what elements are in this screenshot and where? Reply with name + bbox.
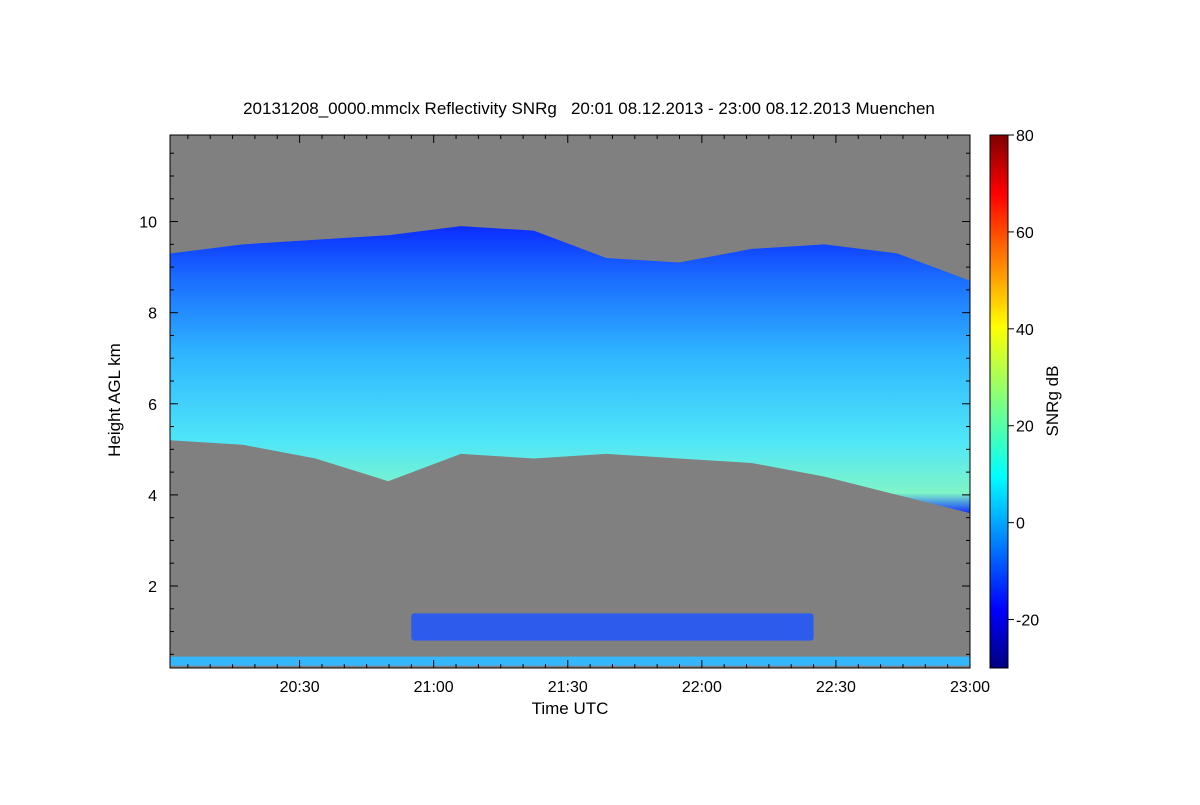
y-tick-label: 10: [139, 215, 157, 232]
x-tick-label: 22:00: [682, 679, 722, 696]
low-feature: [411, 613, 814, 641]
y-tick-label: 4: [148, 488, 157, 505]
colorbar-tick-label: -20: [1016, 613, 1039, 630]
colorbar-tick-label: 0: [1016, 516, 1025, 533]
colorbar-tick-label: 60: [1016, 225, 1034, 242]
colorbar-tick-label: 40: [1016, 322, 1034, 339]
x-axis-ticks: 20:30 21:00 21:30 22:00 22:30 23:00: [187, 135, 990, 696]
y-tick-label: 8: [148, 306, 157, 323]
colorbar-tick-label: 80: [1016, 128, 1034, 145]
x-tick-label: 21:30: [548, 679, 588, 696]
colorbar-ticks: 80 60 40 20 0 -20: [1008, 128, 1039, 630]
y-tick-label: 2: [148, 579, 157, 596]
y-tick-label: 6: [148, 397, 157, 414]
y-axis-ticks: 2 4 6 8 10: [139, 152, 970, 655]
x-tick-label: 21:00: [414, 679, 454, 696]
colorbar-tick-label: 20: [1016, 419, 1034, 436]
chart-title: 20131208_0000.mmclx Reflectivity SNRg 20…: [243, 99, 935, 118]
surface-clutter: [170, 656, 970, 666]
x-tick-label: 20:30: [280, 679, 320, 696]
colorbar-title: SNRg dB: [1043, 366, 1062, 437]
x-tick-label: 22:30: [816, 679, 856, 696]
x-axis-title: Time UTC: [532, 699, 609, 718]
colorbar: [989, 134, 1009, 669]
main-cloud-layer: [170, 226, 970, 514]
plot-frame: [169, 134, 971, 669]
y-axis-title: Height AGL km: [105, 343, 124, 457]
radar-echo-layer: [170, 226, 970, 666]
x-tick-label: 23:00: [950, 679, 990, 696]
